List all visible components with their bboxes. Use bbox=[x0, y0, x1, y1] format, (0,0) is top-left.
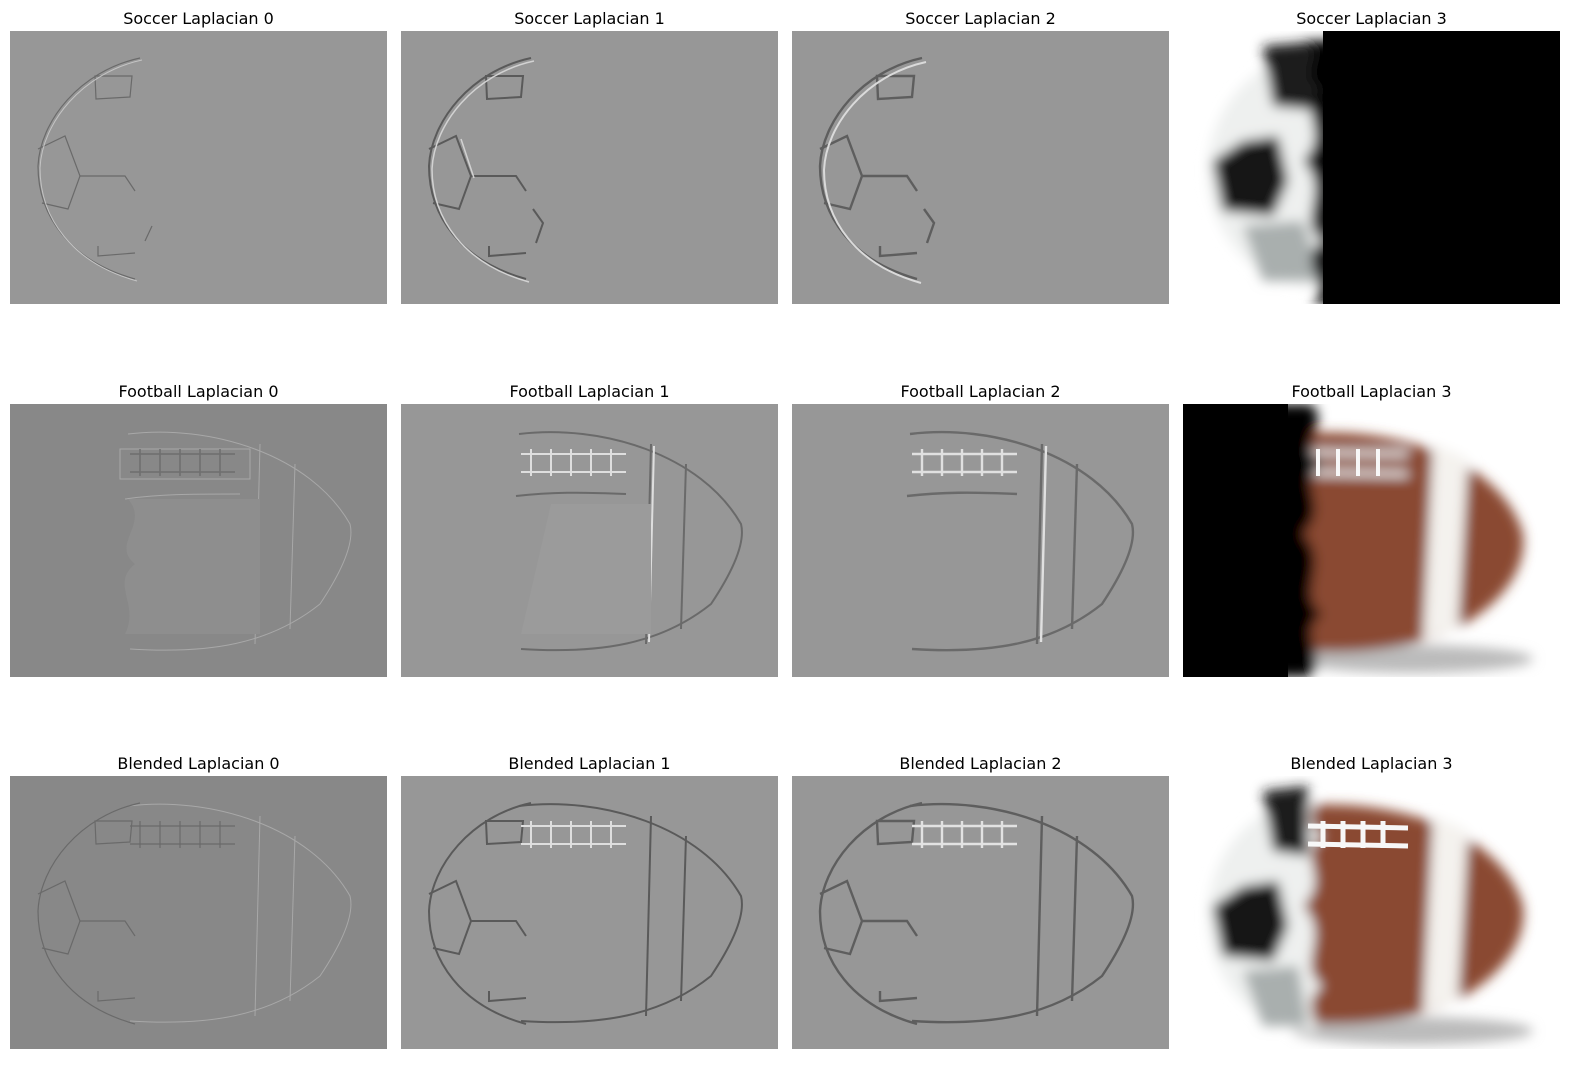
panel-title: Soccer Laplacian 0 bbox=[123, 9, 274, 28]
soccer-laplacian-3-image bbox=[1183, 31, 1560, 304]
soccer-laplacian-1-image bbox=[401, 31, 778, 304]
panel-title: Blended Laplacian 1 bbox=[508, 754, 671, 773]
football-laplacian-0-image bbox=[10, 404, 387, 677]
blended-laplacian-2-image bbox=[792, 776, 1169, 1049]
blended-laplacian-1-image bbox=[401, 776, 778, 1049]
panel-title: Soccer Laplacian 3 bbox=[1296, 9, 1447, 28]
blended-laplacian-0-image bbox=[10, 776, 387, 1049]
football-laplacian-1-image bbox=[401, 404, 778, 677]
panel-title: Soccer Laplacian 1 bbox=[514, 9, 665, 28]
panel-title: Football Laplacian 1 bbox=[509, 382, 670, 401]
panel-title: Football Laplacian 2 bbox=[900, 382, 1061, 401]
panel-title: Football Laplacian 3 bbox=[1291, 382, 1452, 401]
soccer-laplacian-0-image bbox=[10, 31, 387, 304]
soccer-laplacian-2-image bbox=[792, 31, 1169, 304]
panel-title: Soccer Laplacian 2 bbox=[905, 9, 1056, 28]
panel-title: Blended Laplacian 0 bbox=[117, 754, 280, 773]
panel-title: Football Laplacian 0 bbox=[118, 382, 279, 401]
football-laplacian-3-image bbox=[1183, 404, 1560, 677]
panel-title: Blended Laplacian 2 bbox=[899, 754, 1062, 773]
panel-title: Blended Laplacian 3 bbox=[1290, 754, 1453, 773]
blended-laplacian-3-image bbox=[1183, 776, 1560, 1049]
football-laplacian-2-image bbox=[792, 404, 1169, 677]
